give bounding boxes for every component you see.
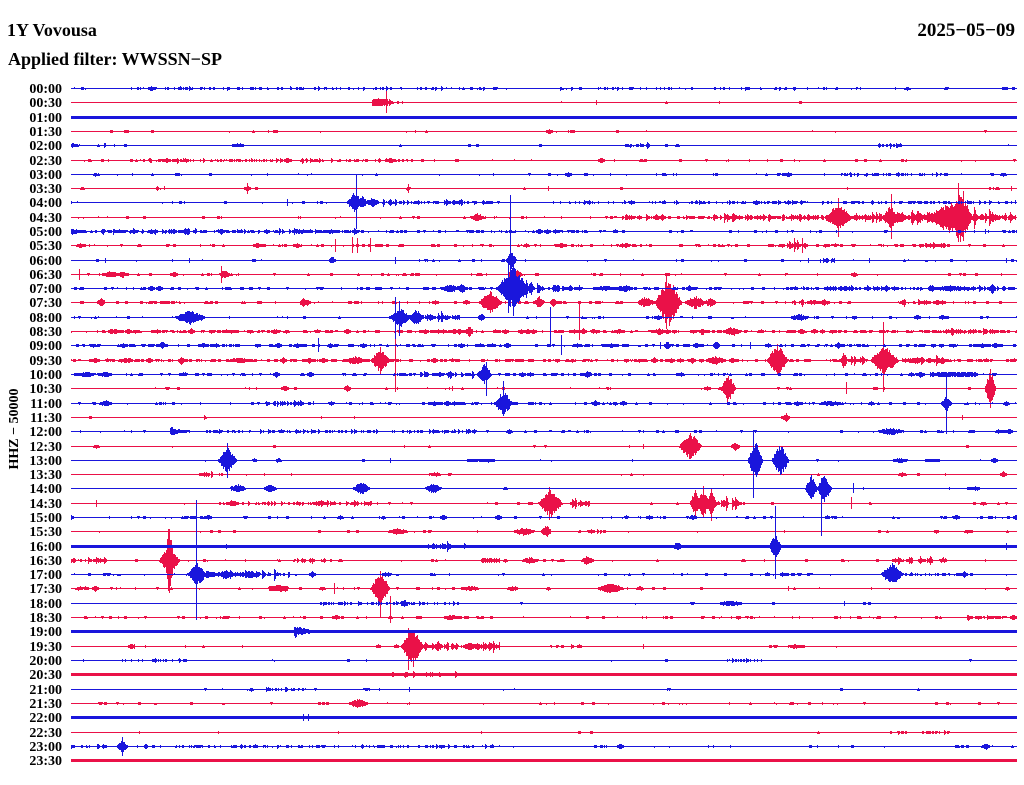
svg-text:05:30: 05:30 (29, 239, 62, 254)
svg-text:06:30: 06:30 (29, 268, 62, 283)
svg-text:12:00: 12:00 (29, 425, 62, 440)
svg-text:04:30: 04:30 (29, 211, 62, 226)
svg-text:07:30: 07:30 (29, 296, 62, 311)
svg-text:07:00: 07:00 (29, 282, 62, 297)
svg-text:00:30: 00:30 (29, 96, 62, 111)
svg-text:20:30: 20:30 (29, 668, 62, 683)
svg-text:15:00: 15:00 (29, 511, 62, 526)
svg-text:13:00: 13:00 (29, 454, 62, 469)
svg-text:21:00: 21:00 (29, 683, 62, 698)
svg-text:03:00: 03:00 (29, 168, 62, 183)
svg-text:16:30: 16:30 (29, 554, 62, 569)
svg-text:14:30: 14:30 (29, 497, 62, 512)
svg-text:22:30: 22:30 (29, 726, 62, 741)
svg-text:2025−05−09: 2025−05−09 (917, 20, 1015, 41)
svg-text:05:00: 05:00 (29, 225, 62, 240)
svg-text:08:00: 08:00 (29, 311, 62, 326)
svg-text:18:30: 18:30 (29, 611, 62, 626)
svg-text:11:00: 11:00 (30, 397, 62, 412)
svg-text:14:00: 14:00 (29, 482, 62, 497)
svg-text:13:30: 13:30 (29, 468, 62, 483)
svg-text:1Y Vovousa: 1Y Vovousa (7, 20, 97, 40)
svg-text:17:30: 17:30 (29, 582, 62, 597)
svg-text:10:30: 10:30 (29, 382, 62, 397)
svg-text:22:00: 22:00 (29, 711, 62, 726)
svg-text:19:00: 19:00 (29, 625, 62, 640)
svg-text:HHZ − 50000: HHZ − 50000 (7, 388, 22, 469)
svg-text:01:30: 01:30 (29, 125, 62, 140)
svg-text:11:30: 11:30 (30, 411, 62, 426)
svg-text:23:00: 23:00 (29, 740, 62, 755)
svg-text:19:30: 19:30 (29, 640, 62, 655)
svg-text:10:00: 10:00 (29, 368, 62, 383)
svg-text:06:00: 06:00 (29, 254, 62, 269)
svg-text:15:30: 15:30 (29, 525, 62, 540)
svg-text:18:00: 18:00 (29, 597, 62, 612)
svg-text:02:30: 02:30 (29, 154, 62, 169)
svg-text:08:30: 08:30 (29, 325, 62, 340)
svg-text:04:00: 04:00 (29, 196, 62, 211)
svg-text:03:30: 03:30 (29, 182, 62, 197)
svg-text:09:00: 09:00 (29, 339, 62, 354)
svg-text:16:00: 16:00 (29, 540, 62, 555)
svg-text:20:00: 20:00 (29, 654, 62, 669)
svg-text:00:00: 00:00 (29, 82, 62, 97)
svg-text:21:30: 21:30 (29, 697, 62, 712)
svg-text:01:00: 01:00 (29, 111, 62, 126)
svg-text:09:30: 09:30 (29, 354, 62, 369)
svg-text:02:00: 02:00 (29, 139, 62, 154)
svg-text:Applied filter: WWSSN−SP: Applied filter: WWSSN−SP (8, 49, 222, 69)
svg-text:23:30: 23:30 (29, 754, 62, 769)
svg-text:12:30: 12:30 (29, 440, 62, 455)
svg-text:17:00: 17:00 (29, 568, 62, 583)
